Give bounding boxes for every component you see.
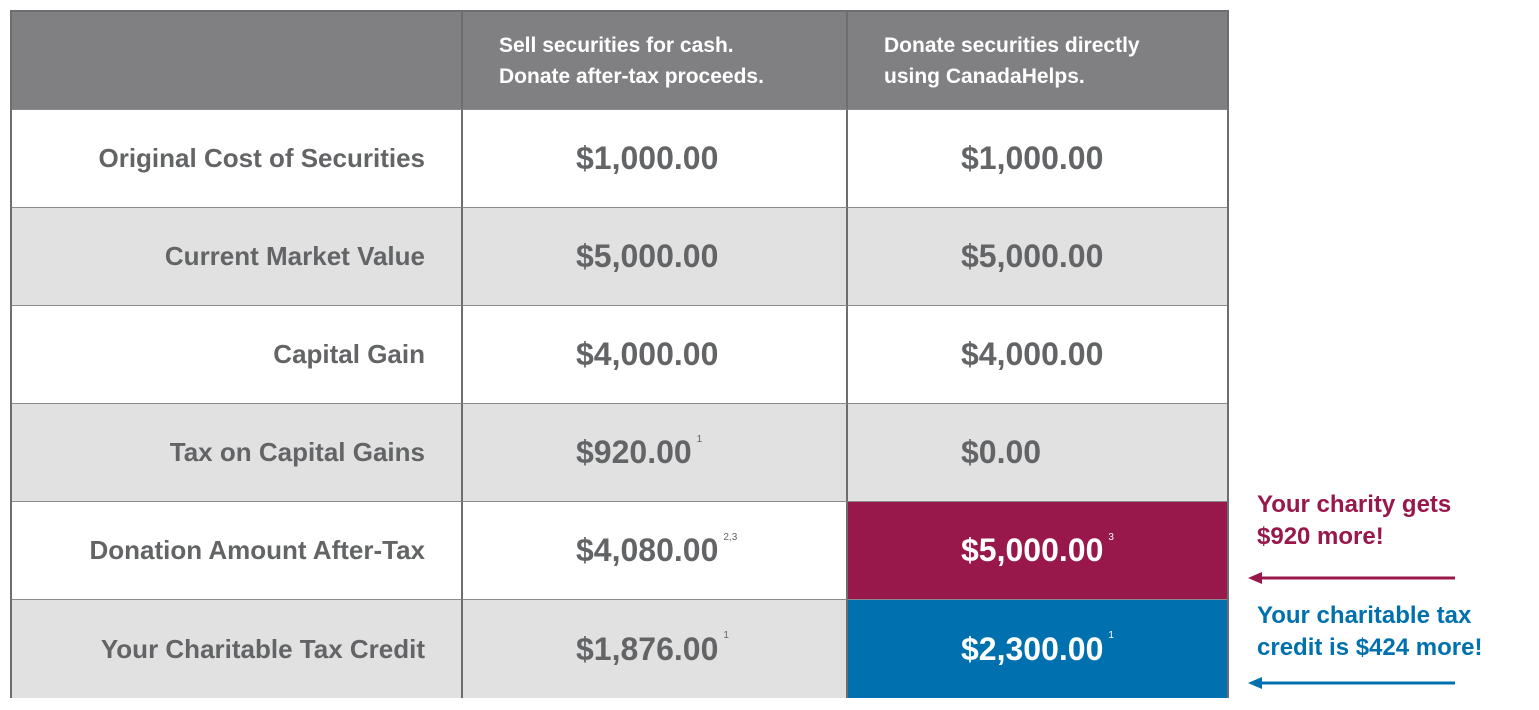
arrow-head [1248, 677, 1262, 689]
header-cell [12, 12, 463, 110]
footnote-ref: 1 [723, 630, 729, 641]
value: $0.00 [961, 434, 1042, 470]
value: $4,000.00 [961, 336, 1104, 372]
note-line: Your charity gets [1257, 491, 1452, 518]
value-cell: $920.00 1 [463, 404, 848, 502]
note-line: Your charitable tax [1257, 602, 1472, 629]
header-line: using CanadaHelps. [884, 64, 1085, 88]
value: $1,000.00 [961, 140, 1104, 176]
comparison-table: Sell securities for cash. Donate after-ta… [10, 10, 1229, 698]
charity-note: Your charity gets $920 more! [1257, 489, 1451, 553]
note-line: credit is $424 more! [1257, 634, 1483, 661]
footnote-ref: 1 [696, 434, 703, 445]
row-label: Tax on Capital Gains [12, 404, 463, 502]
arrow-head [1248, 572, 1262, 584]
value-cell: $2,300.00 1 [848, 600, 1227, 698]
value-cell: $5,000.00 [463, 208, 848, 306]
row-label: Donation Amount After-Tax [12, 502, 463, 600]
value: $1,876.00 [576, 630, 719, 667]
credit-note: Your charitable tax credit is $424 more! [1257, 600, 1482, 664]
row-label: Current Market Value [12, 208, 463, 306]
value-cell: $4,000.00 [463, 306, 848, 404]
value-cell: $5,000.00 3 [848, 502, 1227, 600]
value-cell: $0.00 [848, 404, 1227, 502]
value: $1,000.00 [576, 140, 719, 176]
value: $2,300.00 [961, 630, 1104, 667]
footnote-ref: 1 [1108, 630, 1114, 641]
note-line: $920 more! [1257, 523, 1384, 550]
value-cell: $1,000.00 [848, 110, 1227, 208]
header-cell: Sell securities for cash. Donate after-ta… [463, 12, 848, 110]
value-cell: $4,000.00 [848, 306, 1227, 404]
row-label: Your Charitable Tax Credit [12, 600, 463, 698]
value: $920.00 [576, 434, 692, 470]
value: $5,000.00 [961, 238, 1104, 274]
value: $5,000.00 [961, 532, 1104, 568]
value-cell: $1,000.00 [463, 110, 848, 208]
footnote-ref: 2,3 [723, 532, 738, 543]
row-label: Capital Gain [12, 306, 463, 404]
row-label: Original Cost of Securities [12, 110, 463, 208]
value-cell: $1,876.00 1 [463, 600, 848, 698]
value: $4,080.00 [576, 532, 719, 568]
header-cell: Donate securities directly using CanadaHe… [848, 12, 1227, 110]
footnote-ref: 3 [1108, 532, 1114, 543]
header-line: Donate after-tax proceeds. [499, 64, 764, 88]
value-cell: $5,000.00 [848, 208, 1227, 306]
header-line: Donate securities directly [884, 33, 1140, 57]
value: $4,000.00 [576, 336, 719, 372]
value: $5,000.00 [576, 238, 719, 274]
header-line: Sell securities for cash. [499, 33, 734, 57]
value-cell: $4,080.00 2,3 [463, 502, 848, 600]
